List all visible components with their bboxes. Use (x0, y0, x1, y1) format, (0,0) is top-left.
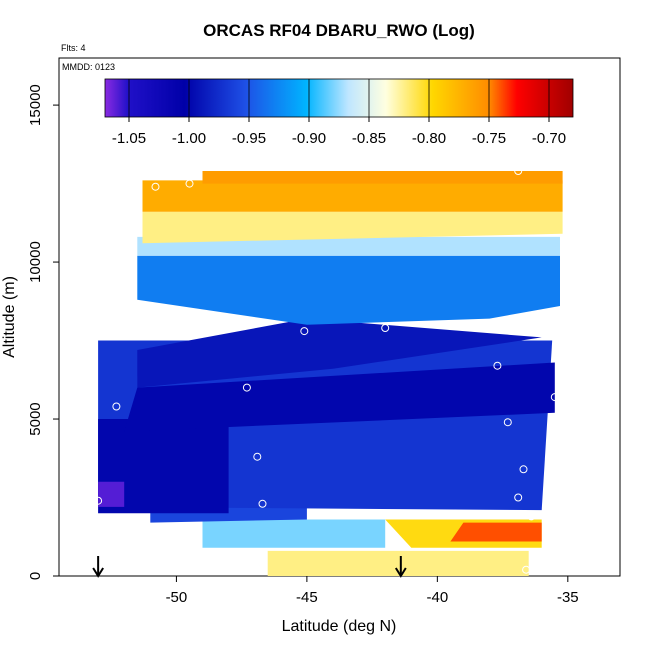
chart-title: ORCAS RF04 DBARU_RWO (Log) (203, 21, 475, 40)
x-tick-label: -40 (427, 589, 449, 606)
flight-point-12 (514, 493, 523, 502)
x-tick-label: -45 (296, 589, 318, 606)
y-tick-label: 15000 (27, 84, 44, 126)
x-axis-label: Latitude (deg N) (282, 618, 397, 635)
heatmap-band-11 (137, 236, 561, 256)
flight-point-5 (253, 452, 262, 461)
heatmap-band-7 (124, 362, 555, 432)
flight-point-0 (94, 496, 103, 505)
flight-point-9 (485, 324, 494, 332)
colorbar-tick-label: -0.75 (472, 130, 506, 147)
date-label: MMDD: 0123 (62, 62, 115, 72)
flight-point-6 (258, 499, 267, 508)
arrow-markers (92, 556, 407, 578)
heatmap-band-13 (142, 180, 563, 212)
heatmap-band-3 (202, 519, 386, 548)
heatmap-band-6 (98, 419, 229, 514)
colorbar-tick-label: -1.05 (112, 130, 146, 147)
colorbar-ticks: -1.05 -1.00 -0.95 -0.90 -0.85 -0.80 -0.75 -0.70 (112, 79, 566, 147)
flight-point-8 (381, 324, 390, 332)
flight-point-18 (558, 327, 567, 336)
flight-track-points (94, 167, 575, 574)
y-tick-label: 10000 (27, 241, 44, 283)
x-tick-label: -50 (166, 589, 188, 606)
colorbar-tick-label: -0.95 (232, 130, 266, 147)
y-tick-label: 0 (27, 572, 44, 580)
colorbar-gradient (104, 78, 574, 118)
heatmap-band-0 (267, 550, 529, 576)
heatmap-band-8 (137, 318, 542, 388)
flight-point-16 (514, 167, 523, 175)
y-axis: 0 5000 10000 15000 (27, 84, 59, 580)
flight-point-3 (185, 179, 194, 188)
heatmap-band-10 (137, 255, 561, 325)
flights-count-label: Flts: 4 (61, 43, 86, 53)
colorbar-tick-label: -0.85 (352, 130, 386, 147)
colorbar: -1.05 -1.00 -0.95 -0.90 -0.85 -0.80 -0.75 -0.70 (104, 78, 574, 147)
down-arrow-1 (394, 556, 407, 578)
x-axis: -50 -45 -40 -35 (166, 576, 579, 606)
x-tick-label: -35 (557, 589, 579, 606)
flight-point-17 (550, 393, 559, 402)
colorbar-tick-label: -0.70 (532, 130, 566, 147)
flight-point-14 (527, 512, 536, 521)
flight-point-19 (566, 167, 575, 175)
flight-point-2 (151, 182, 160, 191)
down-arrow-head (394, 567, 407, 578)
heatmap-band-9 (98, 481, 125, 507)
colorbar-tick-label: -1.00 (172, 130, 206, 147)
colorbar-tick-label: -0.80 (412, 130, 446, 147)
y-axis-label: Altitude (m) (1, 276, 18, 358)
down-arrow-head (92, 567, 104, 578)
flight-point-11 (503, 418, 512, 427)
colorbar-tick-label: -0.90 (292, 130, 326, 147)
heatmap-band-2 (450, 522, 542, 542)
flight-point-10 (493, 361, 502, 370)
heatmap-layer (98, 171, 563, 576)
flight-point-4 (242, 383, 251, 392)
flight-point-15 (522, 565, 531, 574)
heatmap-band-14 (202, 171, 563, 184)
down-arrow-0 (92, 556, 104, 578)
flight-point-7 (300, 327, 309, 336)
flight-point-13 (519, 465, 528, 474)
heatmap-band-12 (142, 211, 563, 244)
y-tick-label: 5000 (27, 402, 44, 435)
flight-point-1 (112, 402, 121, 411)
